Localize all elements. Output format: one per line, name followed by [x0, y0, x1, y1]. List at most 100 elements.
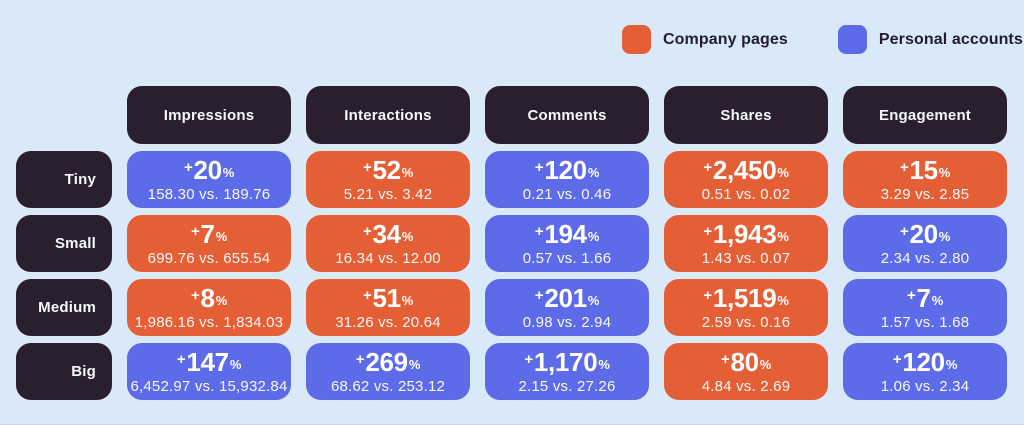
percent-sign: % [401, 164, 414, 180]
plus-sign: + [720, 350, 730, 368]
delta-number: 120 [902, 346, 945, 377]
cell-medium-impressions: +8% 1,986.16 vs. 1,834.03 [127, 279, 291, 336]
cell-big-comments: +1,170% 2.15 vs. 27.26 [485, 343, 649, 400]
percent-sign: % [598, 356, 610, 372]
plus-sign: + [892, 350, 902, 368]
percent-sign: % [215, 228, 228, 244]
delta-number: 7 [200, 218, 215, 249]
comparison-values: 0.51 vs. 0.02 [701, 185, 791, 203]
plus-sign: + [176, 350, 186, 368]
comparison-values: 6,452.97 vs. 15,932.84 [130, 377, 288, 395]
plus-sign: + [907, 286, 916, 304]
row-label-medium: Medium [16, 279, 112, 336]
cell-medium-engagement: +7% 1.57 vs. 1.68 [843, 279, 1007, 336]
delta-number: 1,170 [533, 346, 598, 377]
cell-small-impressions: +7% 699.76 vs. 655.54 [127, 215, 291, 272]
percent-sign: % [587, 228, 600, 244]
delta-percent: +51% [363, 285, 413, 311]
delta-percent: +34% [363, 221, 413, 247]
delta-number: 7 [916, 282, 931, 313]
plus-sign: + [899, 222, 909, 240]
percent-sign: % [222, 164, 235, 180]
percent-sign: % [587, 292, 600, 308]
comparison-values: 1.06 vs. 2.34 [880, 377, 970, 395]
plus-sign: + [534, 158, 544, 176]
cell-medium-interactions: +51% 31.26 vs. 20.64 [306, 279, 470, 336]
plus-sign: + [534, 286, 544, 304]
corner-spacer [16, 86, 112, 144]
cell-tiny-engagement: +15% 3.29 vs. 2.85 [843, 151, 1007, 208]
delta-percent: +147% [176, 349, 242, 375]
delta-percent: +15% [900, 157, 950, 183]
cell-small-interactions: +34% 16.34 vs. 12.00 [306, 215, 470, 272]
delta-percent: +7% [191, 221, 227, 247]
plus-sign: + [191, 286, 200, 304]
delta-number: 52 [372, 154, 401, 185]
percent-sign: % [777, 228, 789, 244]
percent-sign: % [777, 164, 789, 180]
percent-sign: % [215, 292, 228, 308]
percent-sign: % [587, 164, 600, 180]
legend-label-company-pages: Company pages [663, 30, 788, 48]
column-header-interactions: Interactions [306, 86, 470, 144]
plus-sign: + [534, 222, 544, 240]
legend-item-company-pages: Company pages [622, 25, 788, 54]
cell-small-shares: +1,943% 1.43 vs. 0.07 [664, 215, 828, 272]
delta-percent: +52% [363, 157, 413, 183]
cell-tiny-shares: +2,450% 0.51 vs. 0.02 [664, 151, 828, 208]
delta-percent: +80% [721, 349, 771, 375]
delta-number: 1,519 [712, 282, 777, 313]
cell-medium-shares: +1,519% 2.59 vs. 0.16 [664, 279, 828, 336]
column-header-shares: Shares [664, 86, 828, 144]
comparison-values: 3.29 vs. 2.85 [880, 185, 970, 203]
delta-number: 194 [544, 218, 587, 249]
comparison-values: 16.34 vs. 12.00 [335, 249, 441, 267]
delta-number: 34 [372, 218, 401, 249]
plus-sign: + [362, 222, 372, 240]
delta-percent: +7% [907, 285, 943, 311]
plus-sign: + [355, 350, 365, 368]
plus-sign: + [183, 158, 193, 176]
delta-number: 80 [730, 346, 759, 377]
cell-big-impressions: +147% 6,452.97 vs. 15,932.84 [127, 343, 291, 400]
delta-percent: +120% [892, 346, 958, 377]
cell-medium-comments: +201% 0.98 vs. 2.94 [485, 279, 649, 336]
delta-number: 8 [200, 282, 215, 313]
delta-percent: +8% [191, 285, 227, 311]
row-label-big: Big [16, 343, 112, 400]
delta-percent: +1,519% [703, 282, 789, 313]
column-header-comments: Comments [485, 86, 649, 144]
percent-sign: % [777, 292, 789, 308]
cell-tiny-interactions: +52% 5.21 vs. 3.42 [306, 151, 470, 208]
delta-percent: +20% [900, 221, 950, 247]
cell-big-engagement: +120% 1.06 vs. 2.34 [843, 343, 1007, 400]
percent-sign: % [401, 228, 414, 244]
plus-sign: + [703, 222, 712, 240]
percent-sign: % [945, 356, 958, 372]
percent-sign: % [408, 356, 421, 372]
delta-percent: +1,170% [524, 346, 610, 377]
comparison-values: 1.57 vs. 1.68 [880, 313, 970, 331]
delta-number: 2,450 [712, 154, 777, 185]
company-pages-color-swatch [622, 25, 651, 54]
comparison-values: 0.21 vs. 0.46 [522, 185, 612, 203]
comparison-values: 1.43 vs. 0.07 [701, 249, 791, 267]
legend: Company pages Personal accounts [622, 25, 1023, 54]
comparison-values: 0.98 vs. 2.94 [522, 313, 612, 331]
comparison-values: 0.57 vs. 1.66 [522, 249, 612, 267]
plus-sign: + [362, 158, 372, 176]
cell-small-engagement: +20% 2.34 vs. 2.80 [843, 215, 1007, 272]
cell-tiny-comments: +120% 0.21 vs. 0.46 [485, 151, 649, 208]
delta-number: 269 [365, 346, 408, 377]
delta-number: 15 [909, 154, 938, 185]
percent-sign: % [938, 164, 951, 180]
delta-number: 120 [544, 154, 587, 185]
percent-sign: % [938, 228, 951, 244]
plus-sign: + [362, 286, 372, 304]
percent-sign: % [401, 292, 414, 308]
percent-sign: % [229, 356, 242, 372]
percent-sign: % [759, 356, 772, 372]
column-header-impressions: Impressions [127, 86, 291, 144]
plus-sign: + [899, 158, 909, 176]
